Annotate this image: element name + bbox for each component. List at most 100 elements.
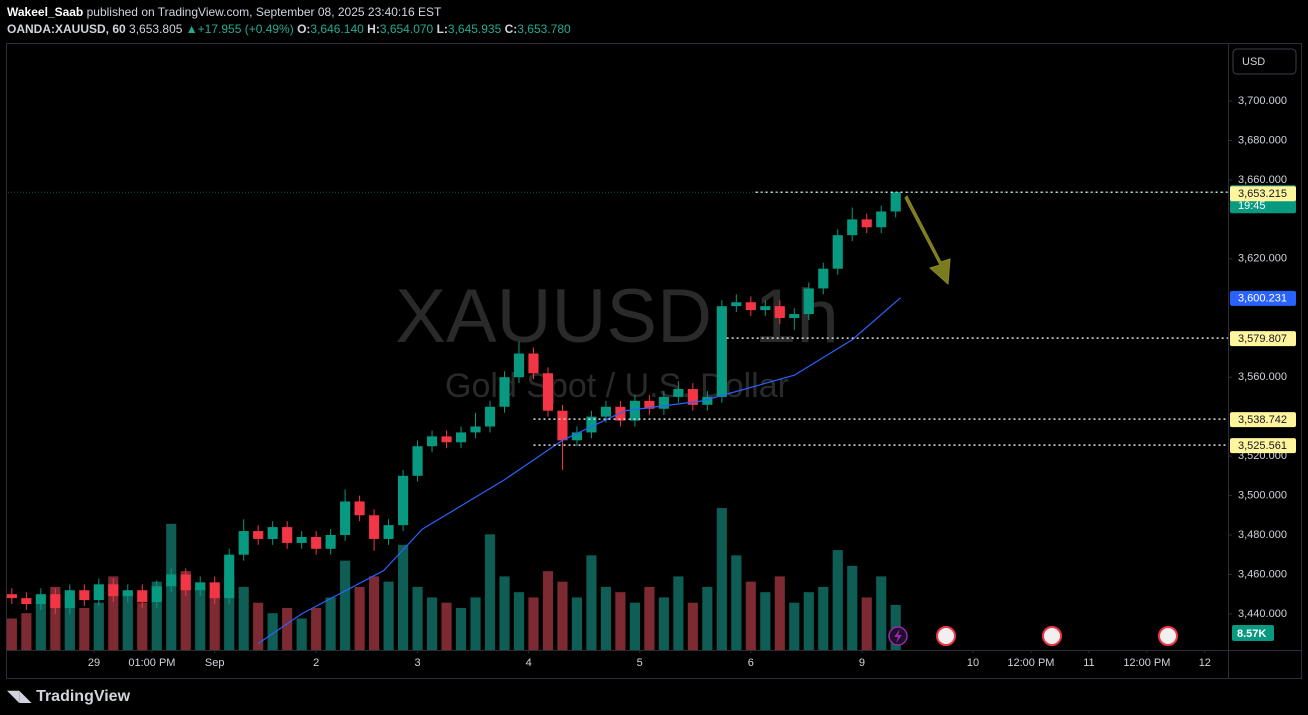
- volume-bar: [455, 607, 467, 650]
- volume-bar: [629, 602, 640, 650]
- candle-body: [890, 192, 901, 212]
- open-label: O:: [297, 22, 311, 36]
- candle-body: [586, 416, 597, 433]
- candle-body: [383, 525, 394, 539]
- price-label-box: [1230, 331, 1296, 347]
- y-tick-label: 3,620.000: [1238, 253, 1287, 265]
- economic-event-icon[interactable]: [936, 626, 956, 646]
- candle-body: [224, 554, 235, 599]
- x-tick-label: 12: [1199, 657, 1211, 669]
- volume-bar: [716, 508, 727, 650]
- volume-bar: [847, 565, 858, 650]
- candle-body: [513, 353, 525, 378]
- volume-bar: [745, 581, 756, 650]
- candle-body: [470, 426, 481, 433]
- volume-bar: [50, 586, 61, 650]
- volume-bar: [354, 586, 365, 650]
- volume-bar: [209, 592, 220, 650]
- high-value: 3,654.070: [379, 22, 434, 36]
- candle-body: [267, 527, 278, 539]
- x-tick-label: 6: [748, 657, 754, 669]
- volume-bar: [513, 592, 525, 650]
- chart: XAUUSD, 1h Gold Spot / U.S. Dollar USD 3…: [6, 43, 1302, 679]
- candle-body: [716, 306, 727, 397]
- volume-bar: [687, 602, 698, 650]
- volume-bar: [21, 613, 32, 650]
- volume-bar: [151, 581, 162, 650]
- x-tick-label: 4: [526, 657, 532, 669]
- candle-body: [876, 211, 887, 228]
- brand-logo: ◥◣: [7, 688, 37, 705]
- author[interactable]: Wakeel_Saab: [7, 5, 84, 19]
- currency: USD: [1242, 56, 1265, 68]
- volume-bar: [108, 576, 119, 650]
- x-tick-label: 12:00 PM: [1007, 657, 1054, 669]
- price-label: 3,525.561: [1238, 440, 1287, 452]
- change-arrow: ▲: [185, 22, 198, 36]
- candle-body: [311, 536, 322, 549]
- candle-body: [832, 235, 843, 269]
- price-label-box: [1230, 438, 1296, 454]
- x-tick-label: 01:00 PM: [128, 657, 175, 669]
- candle-body: [166, 574, 177, 587]
- volume-bar: [122, 592, 133, 650]
- volume-bar: [93, 602, 104, 650]
- volume-bar: [470, 597, 481, 650]
- currency-button[interactable]: [1232, 48, 1297, 75]
- close-label: C:: [504, 22, 518, 36]
- candle-body: [137, 590, 148, 603]
- economic-event-icon[interactable]: [1158, 626, 1178, 646]
- event-icons: [888, 626, 1178, 646]
- volume-bar: [789, 602, 800, 650]
- candle-body: [600, 406, 611, 417]
- candle-body: [803, 288, 814, 315]
- candle-body: [93, 584, 104, 601]
- y-tick-label: 3,480.000: [1238, 529, 1287, 541]
- candle-body: [79, 590, 90, 601]
- high-label: H:: [367, 22, 380, 36]
- price-label-box: [1230, 412, 1296, 428]
- volume-bar: [383, 581, 394, 650]
- candle-body: [108, 584, 119, 597]
- volume-bar: [557, 581, 568, 650]
- price-label: 3,600.231: [1238, 293, 1287, 305]
- volume-bar: [731, 555, 742, 650]
- price-countdown: 19:45: [1238, 200, 1266, 212]
- candle-body: [412, 446, 423, 476]
- symbol[interactable]: OANDA:XAUUSD, 60: [7, 22, 126, 36]
- volume-bar: [760, 592, 771, 650]
- volume-bar: [673, 576, 684, 650]
- volume-bar: [296, 618, 307, 650]
- candle-body: [455, 432, 467, 443]
- candle-body: [354, 501, 365, 516]
- volume-bar: [861, 597, 872, 650]
- candle-body: [687, 389, 698, 405]
- candle-body: [282, 527, 293, 543]
- candle-body: [50, 594, 61, 608]
- volume-bar: [528, 597, 539, 650]
- volume-bar: [325, 597, 336, 650]
- candle-body: [369, 515, 380, 539]
- economic-event-icon[interactable]: [1042, 626, 1062, 646]
- volume-bar: [6, 618, 17, 650]
- low-label: L:: [436, 22, 448, 36]
- volume-bar: [282, 607, 293, 650]
- open-value: 3,646.140: [310, 22, 364, 36]
- x-tick-label: 5: [637, 657, 643, 669]
- close-value: 3,653.780: [517, 22, 571, 36]
- watermark-subtitle: Gold Spot / U.S. Dollar: [445, 367, 789, 405]
- down-arrow-drawing[interactable]: [904, 195, 951, 286]
- publish-line: Wakeel_Saab published on TradingView.com…: [7, 5, 441, 19]
- candle-body: [426, 436, 438, 447]
- candle-body: [499, 377, 510, 407]
- candle-body: [774, 306, 785, 319]
- candle-body: [702, 396, 713, 405]
- chart-frame: [6, 43, 1302, 679]
- y-tick-label: 3,660.000: [1238, 174, 1287, 186]
- candle-body: [644, 400, 655, 409]
- price-layer: [6, 191, 1228, 644]
- candle-body: [760, 306, 771, 311]
- volume-bar: [253, 602, 264, 650]
- candle-body: [209, 582, 220, 599]
